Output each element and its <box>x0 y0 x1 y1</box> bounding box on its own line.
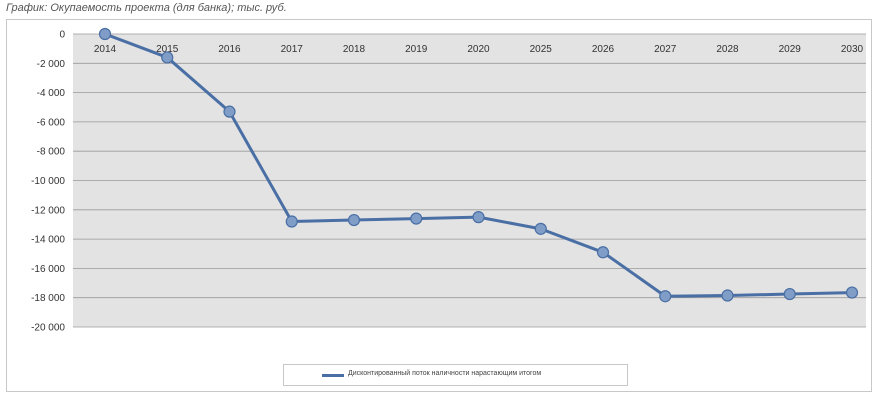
chart-caption: График: Окупаемость проекта (для банка);… <box>6 2 287 14</box>
x-tick-label: 2016 <box>218 44 241 55</box>
data-point <box>161 51 174 64</box>
x-tick-label: 2030 <box>841 44 864 55</box>
legend: Дисконтированный поток наличности нараст… <box>283 364 628 386</box>
x-tick-label: 2017 <box>281 44 304 55</box>
x-tick-label: 2018 <box>343 44 366 55</box>
data-point <box>659 290 672 303</box>
x-tick-label: 2014 <box>94 44 117 55</box>
data-point <box>596 246 610 259</box>
y-tick-label: -10 000 <box>31 176 65 187</box>
y-tick-label: -4 000 <box>37 88 66 99</box>
legend-label: Дисконтированный поток наличности нараст… <box>348 370 542 377</box>
x-tick-label: 2029 <box>779 44 802 55</box>
data-point <box>347 213 361 227</box>
data-point <box>845 286 859 299</box>
y-tick-label: -6 000 <box>37 117 66 128</box>
x-tick-label: 2027 <box>654 44 677 55</box>
data-point <box>285 215 298 228</box>
x-tick-label: 2026 <box>592 44 615 55</box>
x-tick-label: 2028 <box>716 44 739 55</box>
data-point <box>721 289 734 302</box>
y-tick-label: -12 000 <box>31 205 65 216</box>
legend-line-swatch <box>322 374 344 377</box>
x-tick-label: 2015 <box>156 44 179 55</box>
x-tick-label: 2025 <box>530 44 553 55</box>
data-point <box>410 212 423 225</box>
data-point <box>783 287 796 301</box>
data-point <box>223 105 236 118</box>
y-tick-label: -16 000 <box>31 264 65 275</box>
x-tick-label: 2019 <box>405 44 428 55</box>
x-tick-label: 2020 <box>467 44 490 55</box>
data-point <box>98 27 112 41</box>
y-tick-label: -20 000 <box>31 323 65 334</box>
y-tick-label: -18 000 <box>31 293 65 304</box>
y-tick-label: -2 000 <box>37 59 66 70</box>
y-tick-label: 0 <box>59 30 65 41</box>
data-point <box>534 222 547 235</box>
y-tick-label: -8 000 <box>37 147 66 158</box>
data-point <box>472 211 485 224</box>
y-tick-label: -14 000 <box>31 235 65 246</box>
